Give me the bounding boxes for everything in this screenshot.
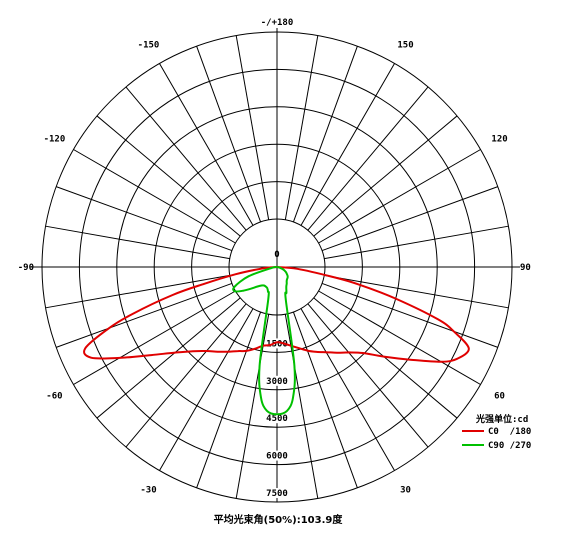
grid-spoke <box>196 311 262 488</box>
angle-label: 60 <box>494 392 505 402</box>
angle-labels: -/+180 -150 150 -120 120 -90 90 -60 60 -30 30 <box>18 18 531 496</box>
ring-label-bg <box>265 413 289 424</box>
angle-label: -30 <box>140 486 156 496</box>
grid-spoke <box>292 46 358 223</box>
grid-spoke <box>300 63 395 226</box>
angle-label: 120 <box>491 135 507 145</box>
ring-label: 4500 <box>266 414 288 424</box>
grid-spoke <box>56 282 233 348</box>
ring-label-bg <box>265 488 289 498</box>
grid-spoke <box>324 274 509 309</box>
grid-spoke <box>313 115 458 237</box>
grid-spoke <box>45 274 230 309</box>
grid-spoke <box>96 115 241 237</box>
ring-label-bg <box>265 375 289 386</box>
angle-label: 90 <box>520 263 531 273</box>
grid-spoke <box>318 290 481 385</box>
grid-spoke <box>235 35 270 220</box>
grid-spoke <box>196 46 262 223</box>
series-line-c0 <box>83 266 470 363</box>
grid-spoke <box>307 303 429 448</box>
grid-spoke <box>292 311 358 488</box>
grid-spoke <box>307 86 429 231</box>
ring-label: 1500 <box>266 339 288 349</box>
grid-spoke <box>73 290 236 385</box>
ring-labels: 0 1500 3000 4500 6000 7500 <box>265 250 289 499</box>
angle-label: -120 <box>44 135 66 145</box>
grid-spoke <box>56 186 233 252</box>
angle-label: 150 <box>397 40 413 50</box>
angle-label: 30 <box>400 486 411 496</box>
grid-spoke <box>159 308 254 471</box>
grid-spoke <box>318 149 481 244</box>
angle-label: -90 <box>18 263 34 273</box>
grid-spoke <box>96 297 241 419</box>
grid-spoke <box>73 149 236 244</box>
ring-label: 7500 <box>266 489 288 499</box>
ring-label-bg <box>265 338 289 349</box>
grid-spoke <box>321 282 498 348</box>
legend: C0 /180 C90 /270 <box>462 427 531 451</box>
grid-spoke <box>300 308 395 471</box>
ring-label: 6000 <box>266 452 288 462</box>
intensity-curves <box>83 265 470 416</box>
ring-label-bg <box>265 450 289 461</box>
series-line-c90 <box>232 265 296 416</box>
legend-label: C90 /270 <box>488 441 531 451</box>
grid-spoke <box>324 225 509 260</box>
grid-spoke <box>284 35 319 220</box>
angle-label: -/+180 <box>261 18 294 28</box>
ring-label: 0 <box>274 250 279 260</box>
polar-grid <box>30 28 520 503</box>
grid-spoke <box>125 303 247 448</box>
grid-spoke <box>313 297 458 419</box>
grid-spoke <box>321 186 498 252</box>
grid-spoke <box>125 86 247 231</box>
legend-label: C0 /180 <box>488 427 531 437</box>
grid-spoke <box>159 63 254 226</box>
unit-label: 光强单位:cd <box>475 413 528 425</box>
angle-label: -150 <box>138 40 160 50</box>
ring-label: 3000 <box>266 377 288 387</box>
grid-spoke <box>45 225 230 260</box>
beam-angle-label: 平均光束角(50%):103.9度 <box>214 513 344 526</box>
angle-label: -60 <box>46 392 62 402</box>
